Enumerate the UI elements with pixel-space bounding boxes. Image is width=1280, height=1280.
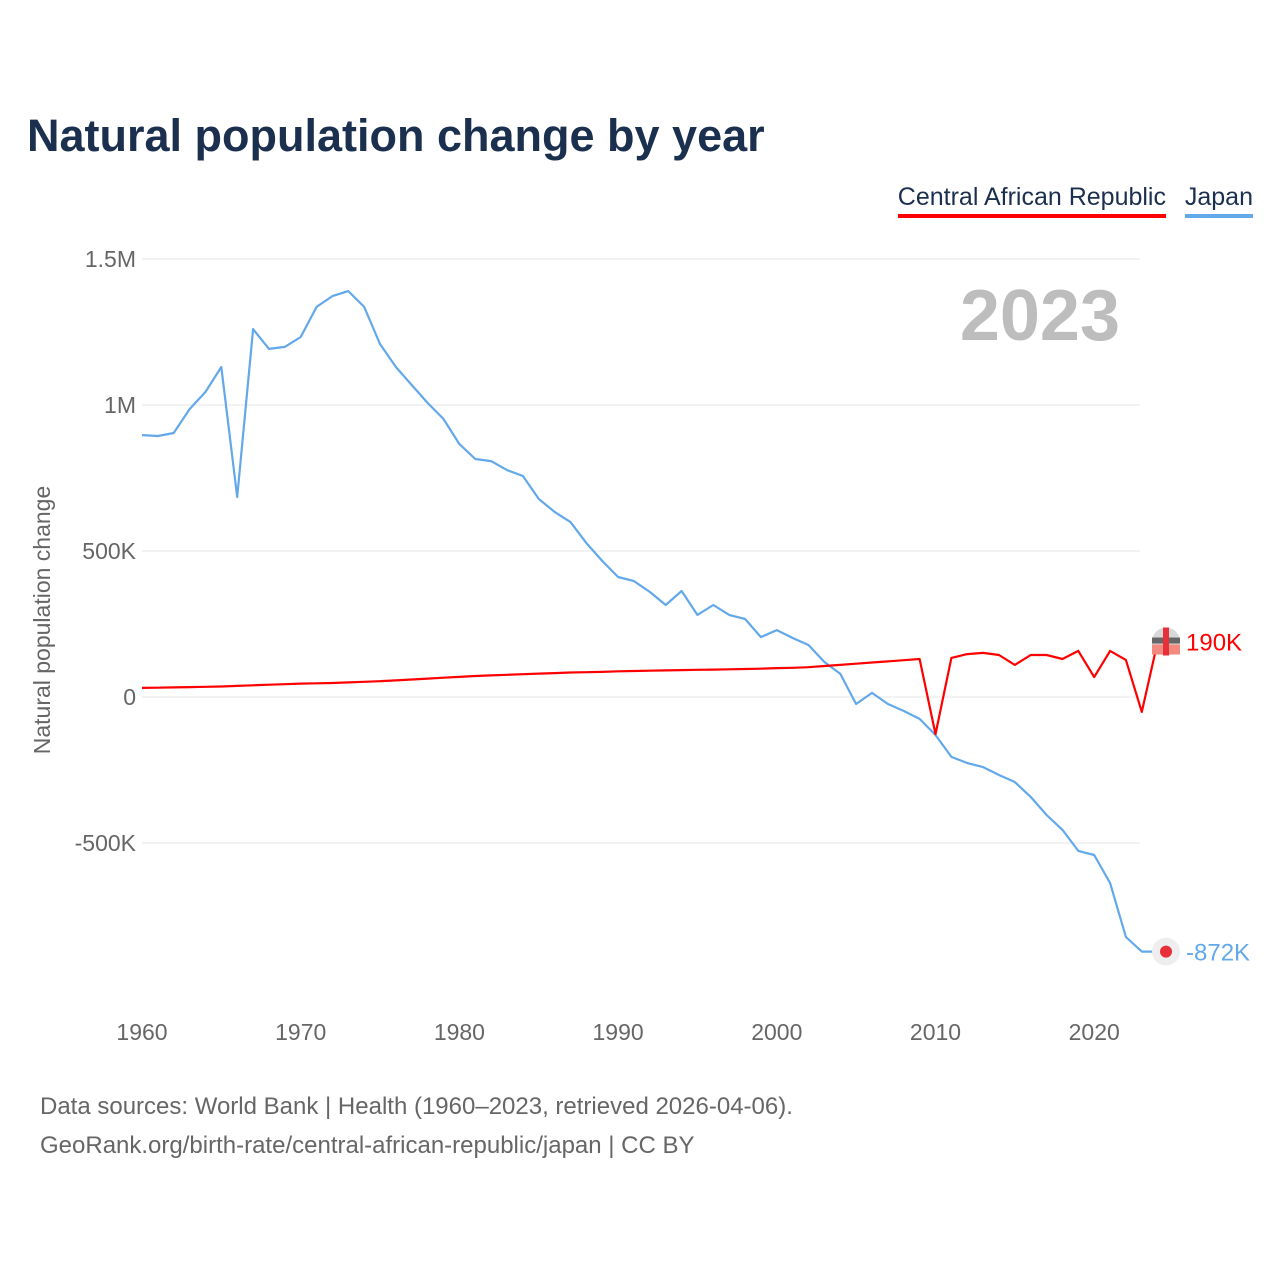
source-note: Data sources: World Bank | Health (1960–…	[40, 1087, 793, 1165]
x-tick-label: 2020	[1069, 1019, 1120, 1045]
series-line-central-african-republic	[141, 640, 1170, 736]
series-line-japan	[141, 290, 1154, 953]
source-line-1: Data sources: World Bank | Health (1960–…	[40, 1093, 793, 1120]
x-tick-label: 1970	[275, 1019, 326, 1045]
legend-japan[interactable]: Japan	[1184, 183, 1253, 218]
car-flag-band	[1163, 627, 1169, 656]
legend-central-african-republic[interactable]: Central African Republic	[897, 183, 1166, 218]
y-tick-label: 1.5M	[85, 246, 136, 272]
source-line-2[interactable]: GeoRank.org/birth-rate/central-african-r…	[40, 1132, 695, 1159]
x-tick-label: 1980	[434, 1019, 485, 1045]
chart-title: Natural population change by year	[27, 110, 765, 161]
x-tick-label: 2010	[910, 1019, 961, 1045]
x-tick-label: 2000	[751, 1019, 802, 1045]
year-watermark: 2023	[960, 276, 1120, 356]
japan-flag-dot	[1160, 945, 1172, 958]
x-tick-label: 1960	[116, 1019, 167, 1045]
end-value-label: -872K	[1186, 940, 1250, 967]
end-value-label: 190K	[1186, 630, 1242, 657]
y-tick-label: 1M	[104, 392, 136, 418]
x-tick-label: 1990	[593, 1019, 644, 1045]
y-tick-label: 500K	[82, 538, 136, 564]
y-tick-label: -500K	[75, 830, 137, 856]
y-tick-label: 0	[123, 684, 136, 710]
y-axis-label: Natural population change	[29, 486, 55, 755]
